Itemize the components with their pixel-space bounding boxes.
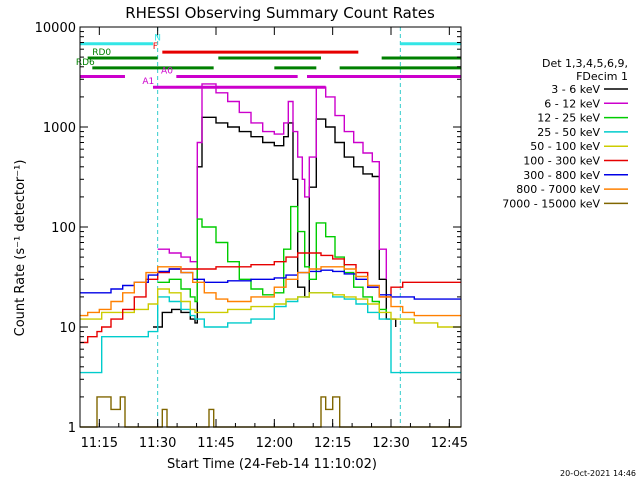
annotation-label-f: F [153,42,158,52]
legend-title-line-1: FDecim 1 [576,70,628,83]
legend-label-4: 50 - 100 keV [530,140,600,153]
annotation-bar-rd6: RD6 [76,58,461,70]
y-axis-label: Count Rate (s⁻¹ detector⁻¹) [13,160,28,337]
annotation-bar-n: N [80,34,461,46]
y-tick-label-3: 1000 [43,121,76,136]
y-tick-label-4: 10000 [35,21,76,36]
series-line-3 [80,292,461,374]
series-line-7 [80,266,461,317]
annotation-label-n: N [154,34,161,44]
y-tick-label-1: 10 [59,321,76,336]
x-tick-label-3: 12:00 [256,436,293,451]
legend-label-6: 300 - 800 keV [523,169,600,182]
legend-label-7: 800 - 7000 keV [516,183,600,196]
series-line-0 [153,116,397,328]
legend-title-line-0: Det 1,3,4,5,6,9, [542,57,628,70]
series-line-4 [80,288,461,328]
x-tick-label-6: 12:45 [431,436,468,451]
legend-label-5: 100 - 300 keV [523,155,600,168]
annotation-label-rd6: RD6 [76,58,95,68]
chart-title: RHESSI Observing Summary Count Rates [125,4,435,22]
y-tick-label-2: 100 [51,221,76,236]
annotation-bar-f: F [153,42,359,54]
x-tick-label-2: 11:45 [197,436,234,451]
footer-date: 20-Oct-2021 14:46 [560,469,636,478]
x-tick-label-4: 12:15 [314,436,351,451]
annotation-label-a0: A0 [161,66,173,76]
legend-label-0: 3 - 6 keV [551,83,600,96]
x-axis-label: Start Time (24-Feb-14 11:10:02) [167,457,377,472]
y-tick-label-0: 1 [68,421,76,436]
legend-label-2: 12 - 25 keV [537,112,600,125]
annotation-bar-a0: A0 [80,66,461,78]
annotation-bar-rd0: RD0 [87,48,461,60]
legend-label-8: 7000 - 15000 keV [502,197,600,210]
series-line-1 [157,83,387,280]
legend-label-3: 25 - 50 keV [537,126,600,139]
legend-label-1: 6 - 12 keV [544,97,600,110]
x-tick-label-5: 12:30 [372,436,409,451]
x-tick-label-1: 11:30 [139,436,176,451]
annotation-label-rd0: RD0 [92,48,111,58]
annotation-bar-a1: A1 [142,77,326,89]
series-line-2 [157,205,387,313]
x-tick-label-0: 11:15 [81,436,118,451]
axis-ticks: 11:15 11:30 11:45 12:00 12:15 12:30 12:45 1 10 10… [35,21,468,451]
annotation-label-a1: A1 [142,77,154,87]
